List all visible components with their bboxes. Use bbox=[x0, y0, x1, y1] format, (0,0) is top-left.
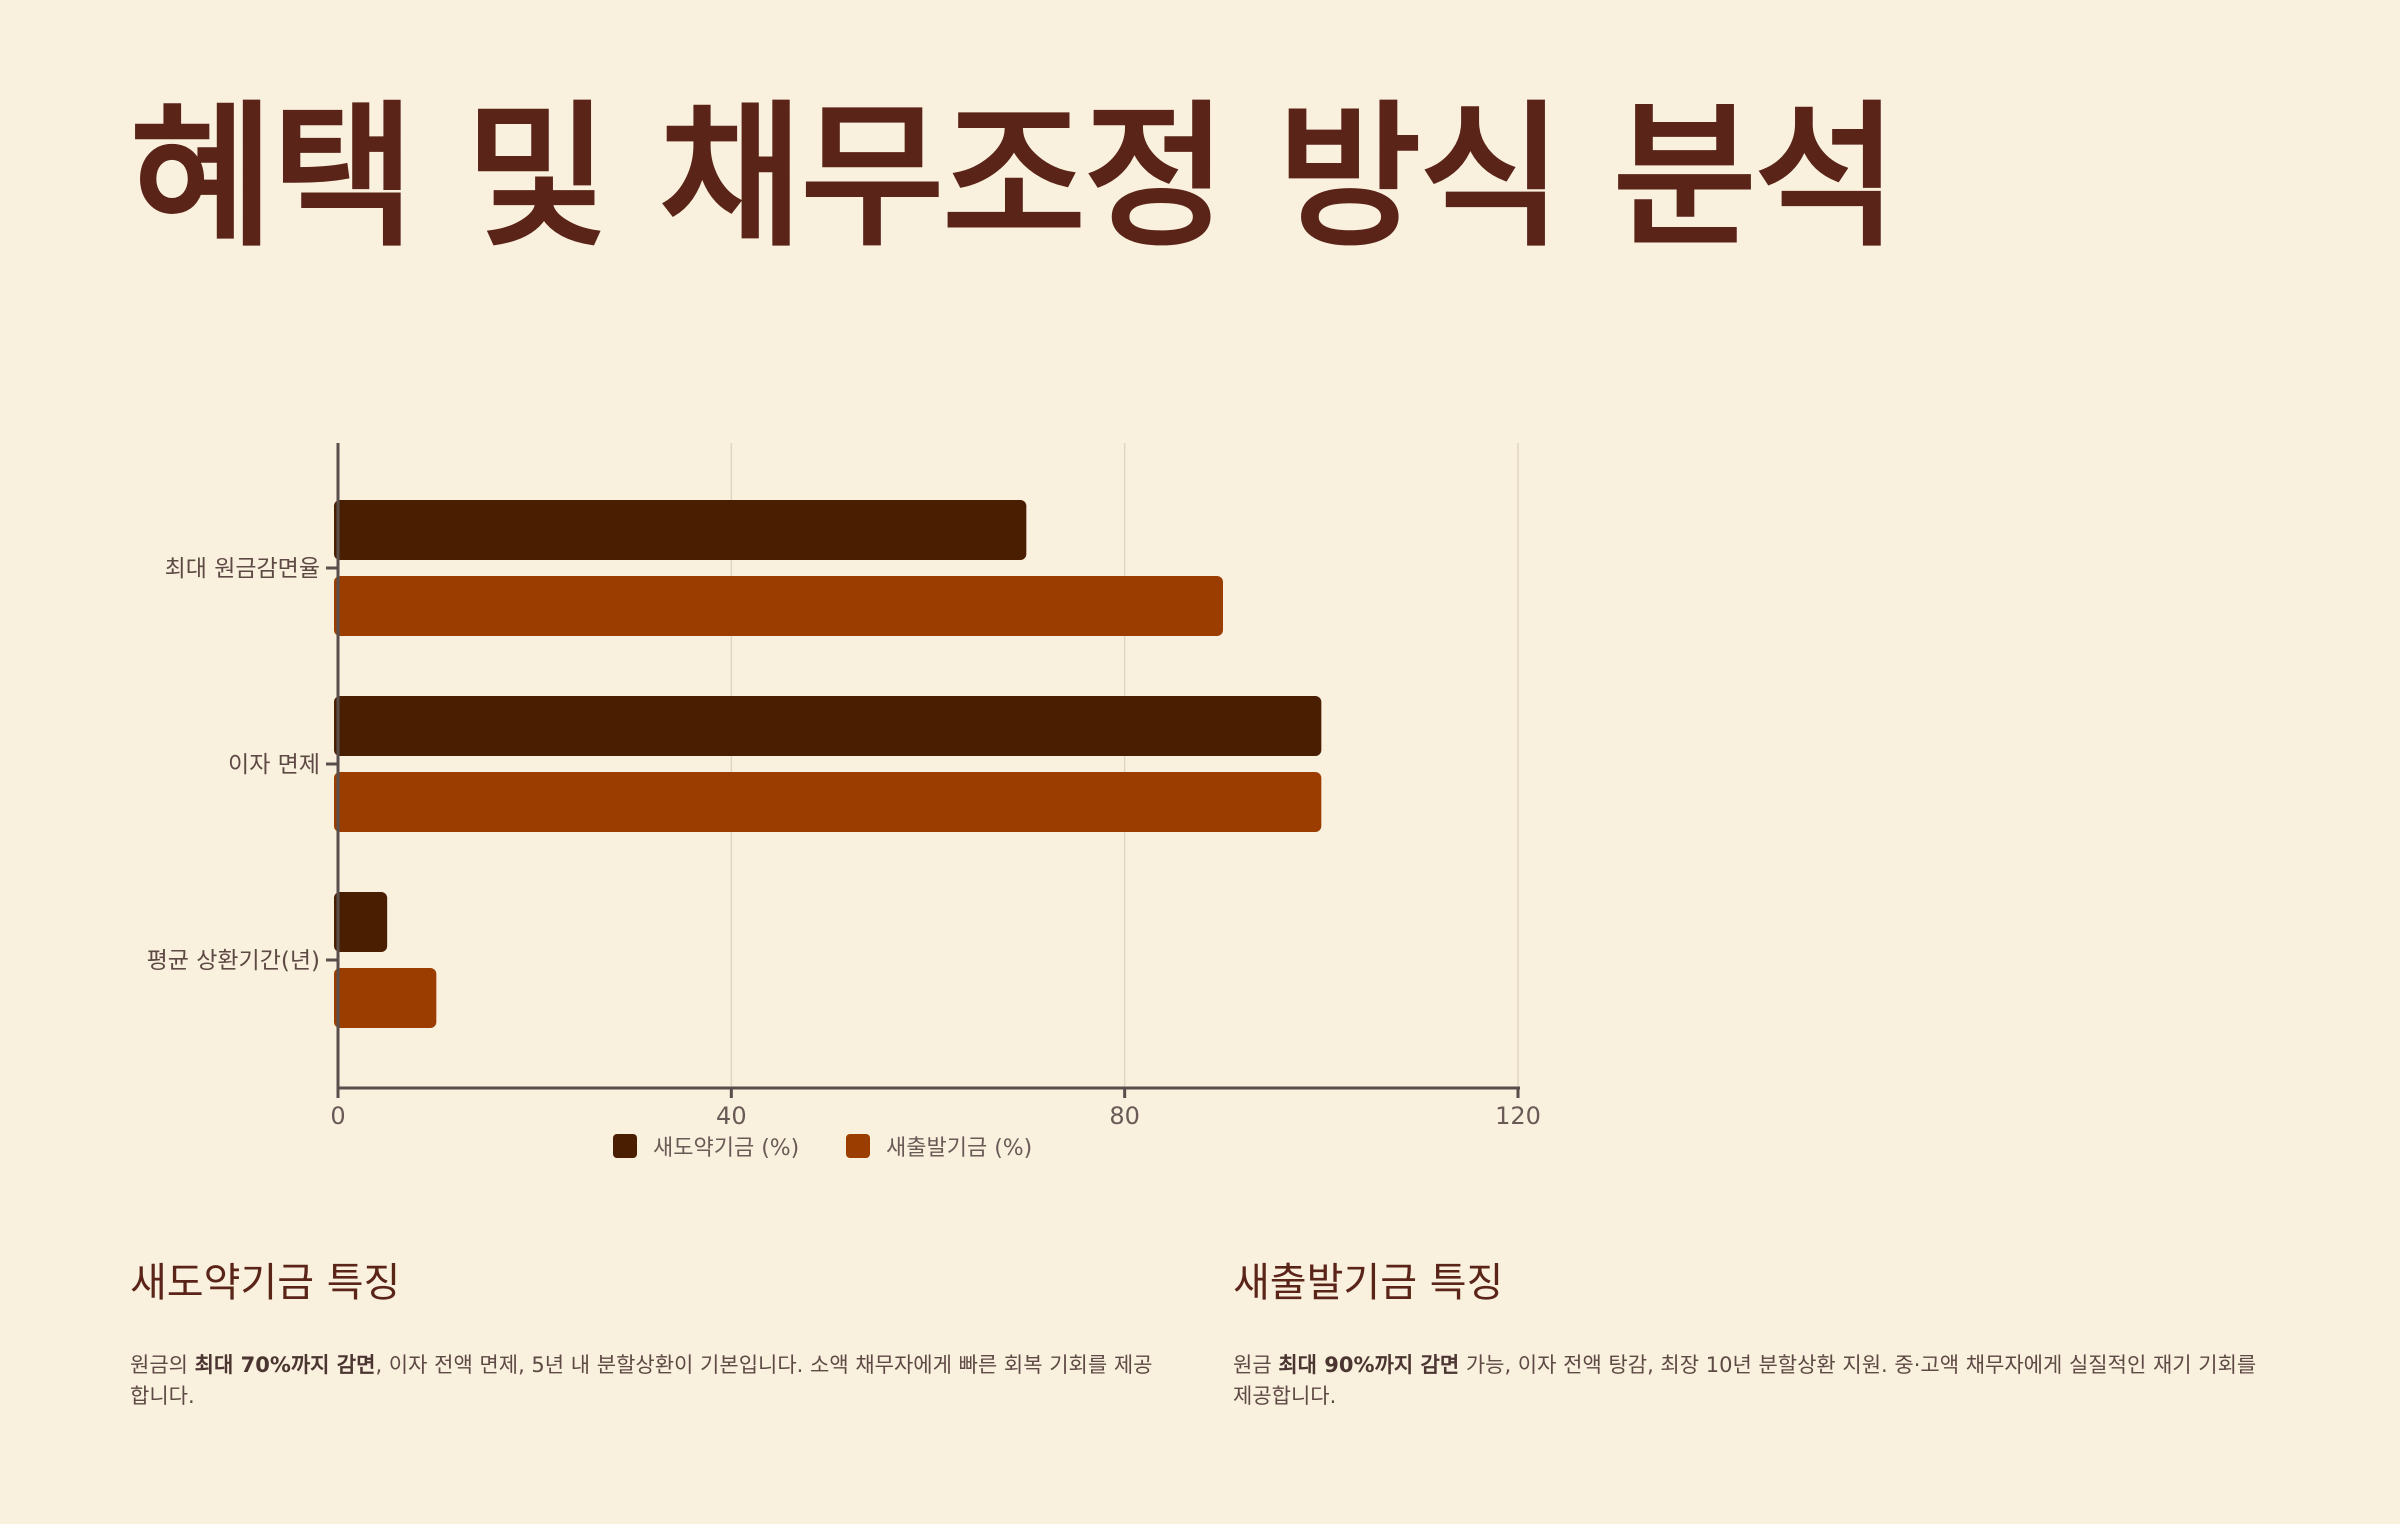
section-heading: 새도약기금 특징 bbox=[130, 1260, 401, 1306]
section-new-leap-fund: 새도약기금 특징 원금의 최대 70%까지 감면, 이자 전액 면제, 5년 내… bbox=[130, 1250, 1160, 1412]
legend-label: 새도약기금 (%) bbox=[653, 1136, 799, 1161]
highlight-text: 최대 70%까지 감면 bbox=[194, 1353, 376, 1377]
legend-label: 새출발기금 (%) bbox=[886, 1136, 1032, 1161]
bar bbox=[334, 696, 1322, 756]
bars bbox=[334, 500, 1322, 1028]
highlight-text: 최대 90%까지 감면 bbox=[1278, 1353, 1460, 1377]
section-description: 원금 최대 90%까지 감면 가능, 이자 전액 탕감, 최장 10년 분할상환… bbox=[1233, 1353, 2257, 1408]
y-tick-label: 평균 상환기간(년) bbox=[147, 948, 320, 974]
legend-swatch bbox=[613, 1134, 637, 1158]
x-tick-labels: 0 40 80 120 bbox=[330, 1102, 1541, 1130]
bar bbox=[334, 500, 1027, 560]
y-tick-label: 최대 원금감면율 bbox=[165, 556, 320, 582]
x-tick-label: 120 bbox=[1495, 1102, 1541, 1130]
x-tick-label: 0 bbox=[330, 1102, 345, 1130]
section-fresh-start-fund: 새출발기금 특징 원금 최대 90%까지 감면 가능, 이자 전액 탕감, 최장… bbox=[1233, 1250, 2263, 1412]
bar bbox=[334, 968, 437, 1028]
section-heading: 새출발기금 특징 bbox=[1233, 1260, 1504, 1306]
bar bbox=[334, 772, 1322, 832]
axes bbox=[326, 443, 1520, 1098]
bar bbox=[334, 576, 1223, 636]
x-tick-label: 40 bbox=[716, 1102, 747, 1130]
bar bbox=[334, 892, 388, 952]
legend-swatch bbox=[846, 1134, 870, 1158]
page-title: 혜택 및 채무조정 방식 분석 bbox=[130, 86, 1898, 268]
y-tick-label: 이자 면제 bbox=[228, 752, 320, 778]
legend: 새도약기금 (%) 새출발기금 (%) bbox=[613, 1134, 1032, 1161]
section-description: 원금의 최대 70%까지 감면, 이자 전액 면제, 5년 내 분할상환이 기본… bbox=[130, 1353, 1153, 1408]
x-tick-label: 80 bbox=[1109, 1102, 1140, 1130]
